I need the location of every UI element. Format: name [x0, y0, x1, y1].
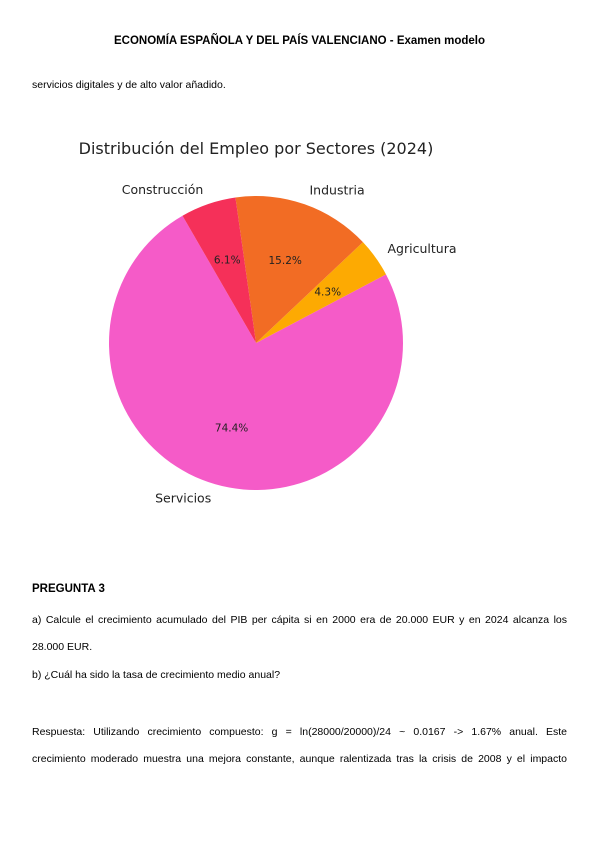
chart-title: Distribución del Empleo por Sectores (20… — [79, 139, 434, 158]
pie-slice-construccion — [182, 197, 256, 343]
pie-label-construccion: Construcción — [122, 182, 204, 197]
answer-line2: crecimiento moderado muestra una mejora … — [32, 753, 567, 765]
pie-percent-construccion: 6.1% — [214, 255, 241, 267]
pie-slice-industria — [235, 196, 363, 343]
pie-label-agricultura: Agricultura — [388, 241, 457, 256]
question-title: PREGUNTA 3 — [32, 583, 105, 595]
intro-fragment: servicios digitales y de alto valor añad… — [32, 79, 226, 91]
answer-line1: Respuesta: Utilizando crecimiento compue… — [32, 726, 567, 738]
pie-percent-servicios: 74.4% — [215, 423, 248, 435]
question-a-line2: 28.000 EUR. — [32, 641, 93, 653]
pie-percent-agricultura: 4.3% — [314, 287, 341, 299]
pie-percent-industria: 15.2% — [269, 255, 302, 267]
question-b: b) ¿Cuál ha sido la tasa de crecimiento … — [32, 669, 281, 681]
employment-pie-chart: Distribución del Empleo por Sectores (20… — [79, 139, 457, 505]
pie-labels: Servicios 74.4% Agricultura 4.3% Industria 15… — [122, 182, 457, 505]
pie-label-industria: Industria — [309, 182, 364, 197]
pie-slice-agricultura — [256, 242, 386, 343]
page-header: ECONOMÍA ESPAÑOLA Y DEL PAÍS VALENCIANO … — [113, 35, 486, 47]
question-a-line1: a) Calcule el crecimiento acumulado del … — [32, 614, 567, 626]
pie-slices — [109, 196, 404, 490]
pie-slice-servicios — [109, 215, 404, 490]
pie-label-servicios: Servicios — [155, 490, 211, 505]
